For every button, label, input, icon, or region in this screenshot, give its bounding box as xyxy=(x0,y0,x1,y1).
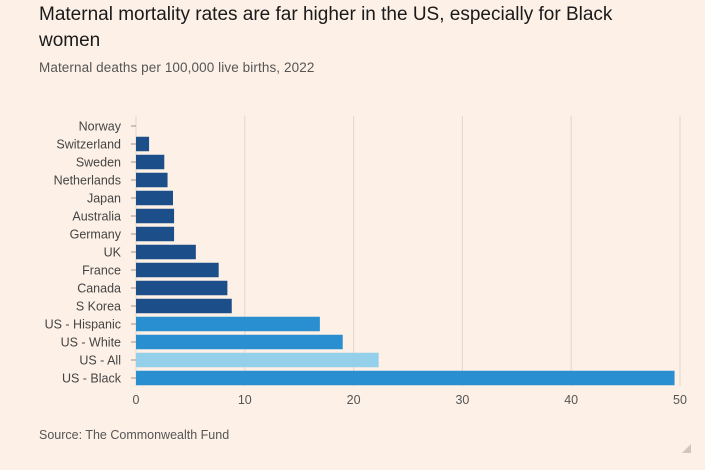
category-label-sweden: Sweden xyxy=(76,156,121,170)
bar-france xyxy=(136,262,219,278)
x-tick-label-50: 50 xyxy=(673,393,687,407)
category-label-s-korea: S Korea xyxy=(76,300,121,314)
category-label-switzerland: Switzerland xyxy=(56,138,121,152)
category-label-france: France xyxy=(82,264,121,278)
bar-japan xyxy=(136,190,173,206)
bar-us-all xyxy=(136,352,379,368)
category-label-canada: Canada xyxy=(77,282,121,296)
bar-uk xyxy=(136,244,196,260)
resize-corner-icon xyxy=(682,444,691,453)
bar-sweden xyxy=(136,154,165,170)
category-label-uk: UK xyxy=(104,246,122,260)
bar-australia xyxy=(136,208,175,224)
category-label-us-hispanic: US - Hispanic xyxy=(45,318,121,332)
bar-us-black xyxy=(136,370,675,386)
category-label-netherlands: Netherlands xyxy=(54,174,121,188)
bar-us-white xyxy=(136,334,343,350)
bar-us-hispanic xyxy=(136,316,320,332)
x-tick-label-20: 20 xyxy=(347,393,361,407)
x-tick-label-10: 10 xyxy=(238,393,252,407)
chart-title: Maternal mortality rates are far higher … xyxy=(39,4,613,51)
x-tick-label-30: 30 xyxy=(455,393,469,407)
bar-switzerland xyxy=(136,136,150,152)
x-tick-label-40: 40 xyxy=(564,393,578,407)
category-label-us-white: US - White xyxy=(61,336,121,350)
bar-s-korea xyxy=(136,298,232,314)
source-note: Source: The Commonwealth Fund xyxy=(39,428,230,442)
bars xyxy=(136,136,675,386)
category-label-japan: Japan xyxy=(87,192,121,206)
bar-canada xyxy=(136,280,228,296)
chart-subtitle: Maternal deaths per 100,000 live births,… xyxy=(39,60,315,75)
x-tick-label-0: 0 xyxy=(133,393,140,407)
category-labels: Norway Switzerland Sweden Netherlands Japan A… xyxy=(45,120,122,386)
bar-chart: Norway Switzerland Sweden Netherlands Japan A… xyxy=(45,116,687,407)
bar-netherlands xyxy=(136,172,168,188)
category-label-us-black: US - Black xyxy=(62,372,122,386)
category-label-australia: Australia xyxy=(72,210,121,224)
category-label-us-all: US - All xyxy=(79,354,121,368)
category-label-norway: Norway xyxy=(79,120,122,134)
x-axis-ticks: 0 10 20 30 40 50 xyxy=(133,393,687,407)
category-label-germany: Germany xyxy=(70,228,122,242)
bar-germany xyxy=(136,226,175,242)
